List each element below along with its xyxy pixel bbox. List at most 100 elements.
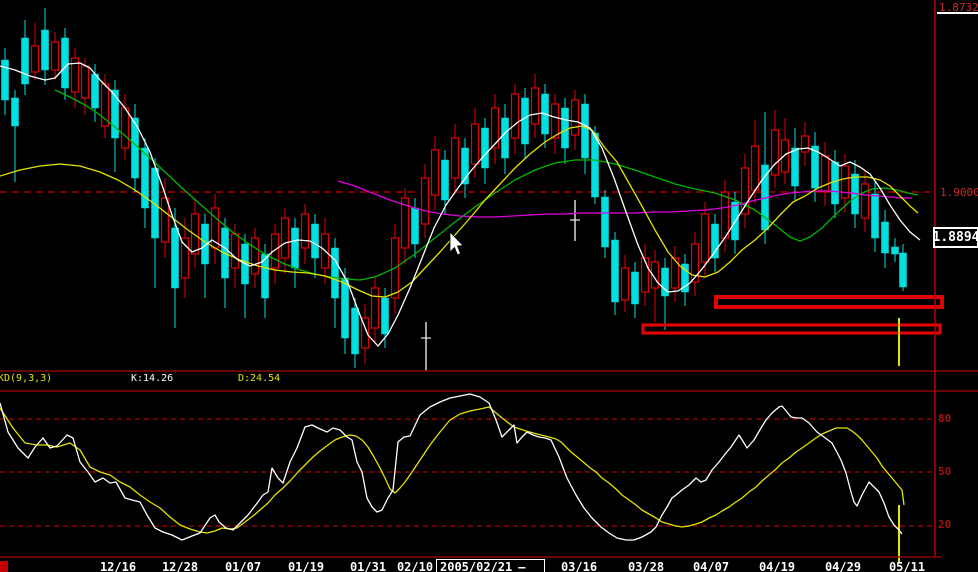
candle-body-down [611, 239, 619, 303]
candle-body-up [490, 107, 500, 149]
candle-body-down [311, 223, 319, 259]
indicator-name-label[interactable]: KD(9,3,3) [0, 373, 53, 384]
candle-body-up [640, 257, 650, 293]
candle-body-up [780, 139, 790, 173]
candle-body-up [80, 65, 90, 99]
candle-body-down [831, 161, 839, 205]
candle-body-down [381, 297, 389, 335]
candle-body-down [141, 147, 149, 209]
candle-body-up [270, 233, 280, 269]
date-label: 04/07 [692, 560, 730, 572]
candle-body-down [151, 167, 159, 239]
candle-body-down [871, 193, 879, 239]
candle-body-down [899, 252, 907, 288]
candle-body-down [601, 196, 609, 248]
date-label: 01/07 [224, 560, 262, 572]
candle-body-down [811, 145, 819, 189]
candle-body-down [501, 117, 509, 159]
candle-body-down [881, 221, 889, 254]
candle-body-down [351, 307, 359, 355]
candle-body-down [461, 147, 469, 185]
candle-body-down [291, 227, 299, 269]
ma-magenta [337, 180, 912, 218]
candle-body-up [740, 167, 750, 215]
candle-body-down [791, 147, 799, 187]
candle-body-down [561, 107, 569, 149]
date-label: 01/19 [287, 560, 325, 572]
current-price-value: 1.8894 [932, 230, 978, 245]
candle-body-down [891, 246, 899, 255]
candle-body-down [91, 73, 99, 109]
candle-body-up [280, 217, 290, 259]
candle-body-up [530, 87, 540, 125]
date-label: 05/11 [888, 560, 926, 572]
date-label: 03/16 [560, 560, 598, 572]
candle-body-up [30, 45, 40, 73]
date-label: 03/28 [627, 560, 665, 572]
date-label: 04/19 [758, 560, 796, 572]
candle-body-up [840, 165, 850, 199]
candle-body-up [120, 107, 130, 149]
candle-body-up [800, 135, 810, 153]
highlight-rect [641, 323, 942, 335]
candle-body-up [570, 99, 580, 136]
candle-body-down [631, 271, 639, 305]
candle-body-up [470, 123, 480, 165]
candle-body-up [860, 183, 870, 219]
candle-body-down [411, 207, 419, 245]
candle-body-down [441, 159, 449, 201]
candle-body-up [750, 145, 760, 191]
candle-body-down [481, 127, 489, 169]
candle-body-up [230, 233, 240, 269]
candle-body-down [41, 29, 49, 71]
candle-body-up [770, 129, 780, 176]
candle-body-down [1, 59, 9, 101]
candle-body-down [711, 223, 719, 259]
price-axis-top-label: 1.8732 [939, 1, 978, 14]
candle-body-up [190, 213, 200, 255]
date-label: 12/16 [99, 560, 137, 572]
k-line [0, 393, 903, 541]
candle-body-up [550, 103, 560, 139]
candle-body-down [681, 263, 689, 293]
date-scroll-label: 2005/02/21 [440, 560, 513, 572]
candle-body-down [581, 103, 589, 159]
date-scroll-thumb[interactable]: 2005/02/21 — [436, 559, 545, 572]
candle-body-down [21, 37, 29, 85]
candle-body-up [360, 317, 370, 349]
date-label: 12/28 [161, 560, 199, 572]
candle-body-up [650, 261, 660, 289]
corner-marker [0, 561, 8, 572]
date-label: 04/29 [824, 560, 862, 572]
date-label: 01/31 [349, 560, 387, 572]
kd-level-label: 20 [938, 518, 952, 531]
candle-body-up [720, 191, 730, 239]
candle-body-down [11, 97, 19, 127]
ma-yellow [0, 125, 919, 298]
candle-body-up [670, 257, 680, 289]
candle-body-down [171, 227, 179, 289]
highlight-rect [714, 295, 944, 309]
candle-body-up [180, 237, 190, 279]
date-scroll-dash: — [518, 560, 526, 572]
ma-white [0, 62, 921, 347]
candle-body-up [70, 57, 80, 93]
candle-body-up [160, 197, 170, 243]
candle-body-up [700, 213, 710, 263]
date-label: 02/10 [396, 560, 434, 572]
candle-body-up [690, 243, 700, 283]
candle-body-up [430, 149, 440, 196]
indicator-k-value: K:14.26 [131, 373, 174, 384]
candle-body-up [400, 197, 410, 249]
price-level-label: 1.9000 [940, 186, 978, 199]
candle-body-up [50, 41, 60, 71]
candle-body-up [300, 213, 310, 249]
ma-green [54, 89, 919, 281]
candle-body-down [521, 97, 529, 145]
candle-body-down [591, 132, 599, 198]
kd-level-label: 80 [938, 412, 952, 425]
candle-body-down [341, 277, 349, 339]
candle-body-up [250, 237, 260, 275]
